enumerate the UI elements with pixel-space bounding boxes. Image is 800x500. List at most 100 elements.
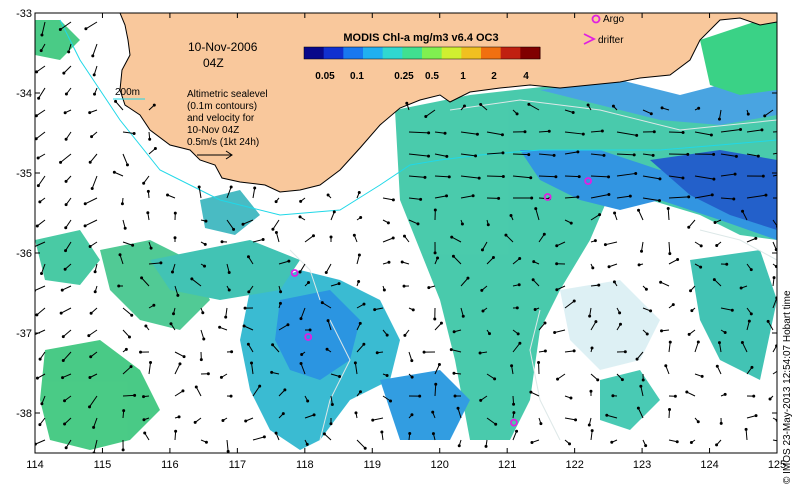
velocity-arrow	[35, 439, 46, 445]
velocity-arrow-head	[35, 114, 38, 118]
velocity-arrow	[299, 263, 306, 273]
velocity-arrow-head	[35, 137, 38, 141]
velocity-arrow-head	[152, 103, 156, 107]
velocity-arrow	[304, 235, 314, 243]
velocity-arrow-head	[182, 355, 186, 359]
velocity-arrow-head	[232, 227, 236, 231]
velocity-arrow-head	[358, 390, 362, 394]
velocity-arrow	[148, 262, 161, 265]
velocity-arrow	[660, 281, 670, 287]
velocity-arrow-head	[402, 284, 406, 288]
velocity-arrow	[453, 255, 462, 265]
velocity-arrow	[636, 351, 644, 360]
velocity-arrow-head	[219, 375, 223, 379]
velocity-arrow-head	[64, 249, 68, 253]
velocity-arrow-head	[671, 303, 675, 307]
velocity-arrow-head	[501, 151, 505, 155]
velocity-arrow-head	[229, 185, 233, 189]
velocity-arrow-head	[493, 377, 497, 381]
velocity-arrow	[641, 241, 644, 252]
velocity-arrow-head	[283, 388, 287, 392]
x-tick-label: 122	[565, 459, 583, 471]
velocity-arrow-head	[452, 371, 456, 375]
velocity-arrow	[382, 197, 394, 201]
velocity-arrow-head	[778, 369, 780, 371]
velocity-arrow-head	[271, 227, 275, 231]
velocity-arrow-head	[40, 402, 44, 406]
velocity-arrow-head	[687, 225, 691, 229]
velocity-arrow-head	[712, 278, 716, 282]
velocity-arrow	[119, 254, 124, 265]
velocity-arrow	[512, 431, 518, 441]
velocity-arrow-head	[715, 443, 719, 447]
velocity-arrow	[694, 194, 713, 199]
velocity-arrow	[668, 342, 671, 353]
velocity-arrow	[122, 366, 132, 375]
velocity-arrow-head	[246, 255, 250, 259]
velocity-arrow-head	[494, 422, 498, 426]
velocity-arrow	[590, 430, 593, 441]
velocity-arrow-head	[547, 129, 551, 133]
velocity-arrow-head	[63, 399, 67, 403]
velocity-arrow-head	[36, 184, 40, 188]
colorbar-swatch	[422, 47, 443, 59]
velocity-arrow	[557, 373, 566, 380]
velocity-arrow	[605, 241, 618, 246]
velocity-arrow-head	[410, 375, 414, 379]
velocity-arrow-head	[194, 385, 198, 389]
velocity-arrow	[486, 257, 494, 265]
velocity-arrow-head	[668, 252, 672, 256]
velocity-arrow-head	[139, 350, 143, 354]
velocity-arrow-head	[60, 288, 64, 292]
velocity-arrow-head	[204, 219, 208, 223]
y-axis-ticks: -33 -34 -35 -36 -37 -38	[16, 8, 777, 420]
velocity-arrow-head	[270, 370, 274, 374]
velocity-arrow	[720, 197, 734, 200]
velocity-arrow-head	[491, 255, 495, 259]
argo-markers	[290, 177, 593, 427]
velocity-arrow-head	[772, 276, 776, 280]
velocity-arrow	[243, 325, 254, 331]
velocity-arrow-head	[279, 290, 283, 294]
velocity-arrow-head	[590, 346, 594, 350]
velocity-arrow-head	[497, 196, 501, 200]
velocity-arrow	[460, 153, 476, 157]
velocity-arrow-head	[533, 308, 537, 312]
velocity-arrow	[91, 175, 98, 189]
velocity-arrow-head	[620, 378, 624, 382]
velocity-arrow-head	[170, 270, 174, 274]
velocity-arrow	[564, 417, 576, 421]
velocity-arrow-head	[206, 372, 210, 376]
velocity-arrow-head	[87, 334, 91, 338]
velocity-arrow	[408, 351, 413, 361]
velocity-arrow-head	[572, 349, 576, 353]
velocity-arrow-head	[554, 175, 558, 179]
velocity-arrow-head	[746, 112, 750, 116]
velocity-arrow-head	[120, 202, 124, 206]
velocity-arrow-head	[529, 176, 533, 180]
velocity-arrow-head	[517, 283, 521, 287]
velocity-arrow-head	[760, 128, 764, 132]
velocity-arrow	[590, 153, 605, 156]
velocity-arrow-head	[552, 153, 556, 157]
velocity-arrow	[62, 351, 72, 361]
altimetry-note: Altimetric sealevel (0.1m contours) and …	[187, 89, 268, 160]
velocity-arrow-head	[40, 33, 44, 37]
velocity-arrow-head	[35, 224, 39, 228]
velocity-arrow-head	[611, 104, 615, 108]
velocity-arrow-head	[675, 440, 679, 444]
velocity-arrow	[434, 175, 450, 178]
velocity-arrow	[694, 175, 714, 180]
velocity-arrow-head	[660, 329, 664, 333]
colorbar-swatch	[500, 47, 521, 59]
x-tick-label: 119	[363, 459, 381, 471]
velocity-arrow-head	[739, 128, 743, 132]
velocity-arrow-head	[402, 234, 406, 238]
velocity-arrow	[616, 153, 635, 156]
velocity-arrow	[148, 362, 152, 375]
velocity-arrow-head	[332, 210, 336, 214]
velocity-arrow	[564, 196, 578, 199]
velocity-arrow	[668, 196, 689, 199]
velocity-arrow-head	[725, 262, 729, 266]
